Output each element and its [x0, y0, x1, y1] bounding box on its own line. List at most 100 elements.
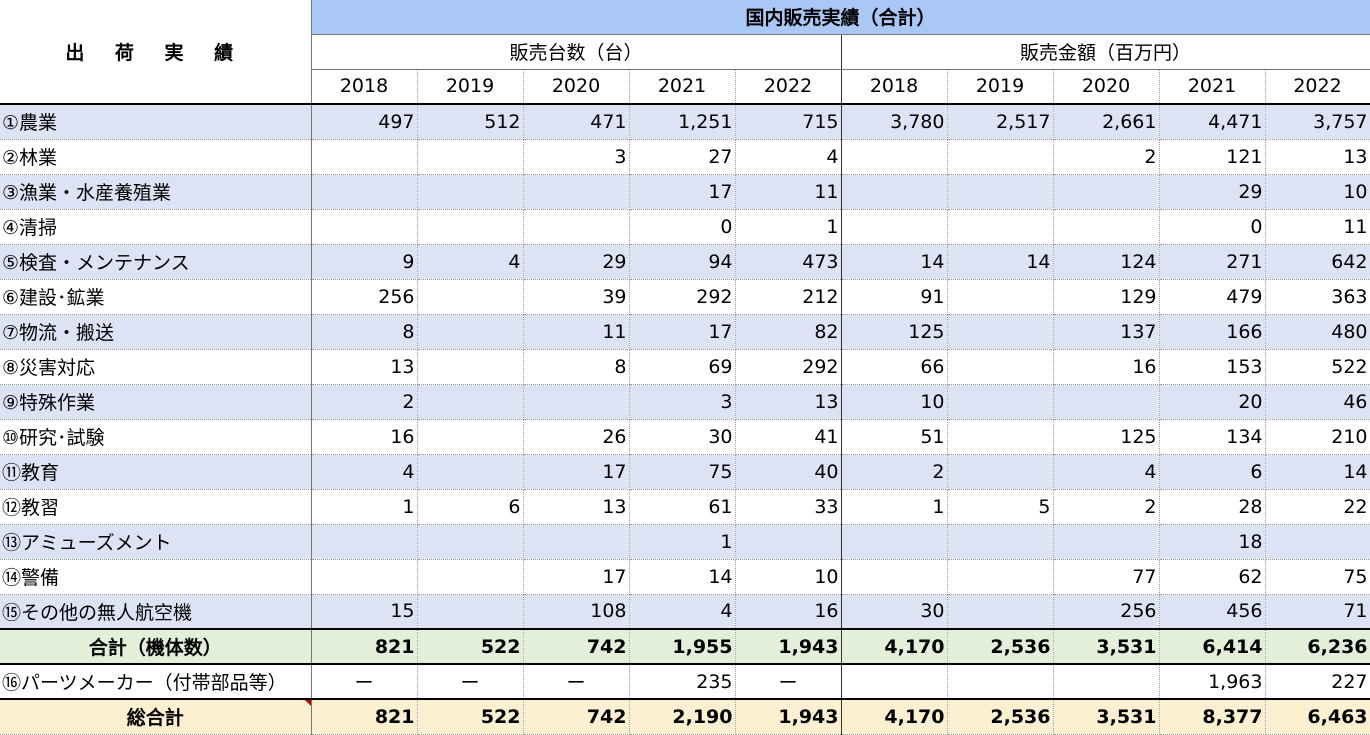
amount-cell [947, 664, 1054, 700]
amount-cell [1053, 209, 1160, 245]
amount-cell [947, 454, 1054, 490]
amount-cell [841, 174, 948, 210]
amount-cell [1053, 664, 1160, 700]
amount-cell: 125 [841, 314, 948, 350]
units-cell [417, 209, 524, 245]
units-cell: 497 [311, 104, 418, 140]
units-cell: 522 [417, 699, 524, 735]
units-cell: 522 [417, 628, 524, 665]
amount-cell [1053, 524, 1160, 560]
units-cell: 15 [311, 594, 418, 630]
amount-year-4: 2022 [1265, 69, 1370, 105]
amount-cell [947, 419, 1054, 455]
amount-cell: 8,377 [1159, 699, 1266, 735]
units-cell: 82 [735, 314, 842, 350]
amount-cell [841, 524, 948, 560]
table-row: ⑭警備 17 14 10 77 62 75 [0, 559, 1370, 595]
units-cell [417, 384, 524, 420]
amount-cell [841, 559, 948, 595]
units-cell [311, 559, 418, 595]
amount-cell [947, 594, 1054, 630]
amount-cell: 6 [1159, 454, 1266, 490]
row-label: ⑧災害対応 [0, 349, 312, 385]
units-cell [417, 524, 524, 560]
amount-cell [947, 524, 1054, 560]
units-cell: 30 [629, 419, 736, 455]
units-cell [523, 384, 630, 420]
amount-cell: 11 [1265, 209, 1370, 245]
amount-cell: 62 [1159, 559, 1266, 595]
table-row: ⑤検査・メンテナンス 9 4 29 94 473 14 14 124 271 642 [0, 244, 1370, 280]
units-cell [523, 524, 630, 560]
amount-cell [947, 174, 1054, 210]
amount-cell [947, 139, 1054, 175]
units-year-3: 2021 [629, 69, 736, 105]
units-cell: 235 [629, 664, 736, 700]
amount-cell: 6,463 [1265, 699, 1370, 735]
units-cell: 17 [629, 174, 736, 210]
units-cell: 17 [629, 314, 736, 350]
amount-cell: 153 [1159, 349, 1266, 385]
table-row: ①農業 497 512 471 1,251 715 3,780 2,517 2,661 4,471… [0, 104, 1370, 140]
table-row: ⑪教育 4 17 75 40 2 4 6 14 [0, 454, 1370, 490]
units-cell: 212 [735, 279, 842, 315]
units-cell: 26 [523, 419, 630, 455]
units-cell [417, 594, 524, 630]
amount-cell: 124 [1053, 244, 1160, 280]
units-cell: 8 [523, 349, 630, 385]
amount-cell: 4 [1053, 454, 1160, 490]
table-row: ⑩研究･試験 16 26 30 41 51 125 134 210 [0, 419, 1370, 455]
units-cell: 16 [311, 419, 418, 455]
row-label: 総合計 [0, 699, 312, 735]
table-title: 出 荷 実 績 [0, 0, 312, 105]
amount-year-2: 2020 [1053, 69, 1160, 105]
amount-cell: 2,536 [947, 628, 1054, 665]
amount-cell: 2,536 [947, 699, 1054, 735]
units-cell [311, 174, 418, 210]
amount-cell: 522 [1265, 349, 1370, 385]
units-cell: 1,955 [629, 628, 736, 665]
amount-cell [1265, 524, 1370, 560]
table-row: ⑦物流・搬送 8 11 17 82 125 137 166 480 [0, 314, 1370, 350]
units-cell [523, 209, 630, 245]
units-cell: 715 [735, 104, 842, 140]
amount-cell: 271 [1159, 244, 1266, 280]
table-row: ⑬アミューズメント 1 18 [0, 524, 1370, 560]
units-cell: 1,943 [735, 699, 842, 735]
amount-cell: 14 [947, 244, 1054, 280]
units-cell: 4 [311, 454, 418, 490]
amount-cell: 14 [841, 244, 948, 280]
row-label: ①農業 [0, 104, 312, 140]
units-cell: 742 [523, 699, 630, 735]
units-cell: 41 [735, 419, 842, 455]
units-cell: 473 [735, 244, 842, 280]
amount-cell: 4,471 [1159, 104, 1266, 140]
units-cell: 3 [523, 139, 630, 175]
parts-row: ⑯パーツメーカー（付帯部品等）ーーー 235 ー 1,963 227 [0, 664, 1370, 700]
amount-cell [947, 279, 1054, 315]
units-cell: 94 [629, 244, 736, 280]
row-label: ②林業 [0, 139, 312, 175]
units-cell: 61 [629, 489, 736, 525]
amount-cell: 2 [841, 454, 948, 490]
units-cell [417, 174, 524, 210]
units-cell: 742 [523, 628, 630, 665]
amount-cell: 2 [1053, 489, 1160, 525]
amount-cell: 77 [1053, 559, 1160, 595]
units-cell: 256 [311, 279, 418, 315]
amount-year-1: 2019 [947, 69, 1054, 105]
amount-cell [947, 559, 1054, 595]
units-cell: 11 [735, 174, 842, 210]
amount-cell: 22 [1265, 489, 1370, 525]
row-label: ⑯パーツメーカー（付帯部品等） [0, 664, 312, 700]
units-cell [417, 314, 524, 350]
units-cell: ー [417, 664, 524, 700]
units-cell [417, 279, 524, 315]
amount-cell [947, 349, 1054, 385]
row-label: ⑮その他の無人航空機 [0, 594, 312, 630]
year-header-row: 2018 2019 2020 2021 2022 2018 2019 2020 2021 2022 [0, 69, 1370, 105]
units-cell: 471 [523, 104, 630, 140]
amount-cell: 2 [1053, 139, 1160, 175]
units-cell: 292 [735, 349, 842, 385]
units-cell [311, 524, 418, 560]
